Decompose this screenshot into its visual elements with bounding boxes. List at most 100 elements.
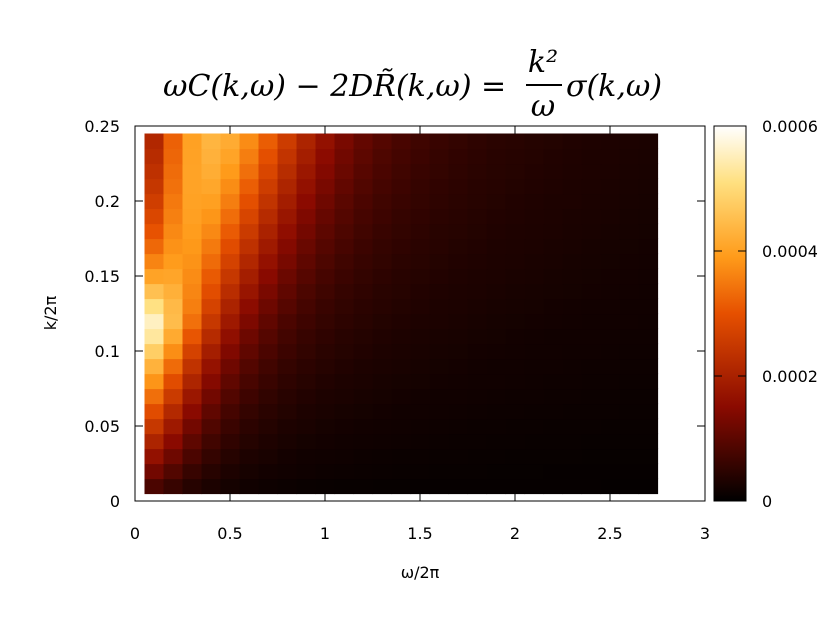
heatmap-cell (505, 208, 526, 225)
heatmap-cell (296, 388, 317, 405)
heatmap-cell (448, 163, 469, 180)
heatmap-cell (296, 148, 317, 165)
heatmap-cell (182, 463, 203, 480)
x-axis: 0 0.5 1 1.5 2 2.5 3 (130, 126, 710, 543)
heatmap-cell (524, 133, 545, 150)
heatmap-cell (391, 403, 412, 420)
heatmap-cell (562, 313, 583, 330)
heatmap-cell (467, 328, 488, 345)
heatmap-cell (638, 268, 659, 285)
x-tick-label: 2.5 (597, 524, 622, 543)
heatmap-cell (353, 223, 374, 240)
heatmap-cell (258, 163, 279, 180)
heatmap-cell (315, 238, 336, 255)
heatmap-cell (296, 268, 317, 285)
heatmap-cell (277, 403, 298, 420)
heatmap-cell (391, 358, 412, 375)
heatmap-cell (258, 478, 279, 495)
title-lhs: ωC(k,ω) − 2DR̃(k,ω) = (163, 69, 506, 104)
heatmap-cell (201, 268, 222, 285)
heatmap-cell (353, 193, 374, 210)
title-rhs: σ(k,ω) (566, 69, 662, 104)
heatmap-cell (201, 163, 222, 180)
heatmap-cell (581, 148, 602, 165)
heatmap-cell (467, 343, 488, 360)
heatmap-cell (372, 313, 393, 330)
heatmap-cell (410, 223, 431, 240)
heatmap-cell (486, 343, 507, 360)
heatmap-cell (505, 298, 526, 315)
heatmap-cell (486, 328, 507, 345)
heatmap-cell (505, 193, 526, 210)
heatmap-cell (524, 388, 545, 405)
heatmap-cell (163, 193, 184, 210)
heatmap-cell (201, 373, 222, 390)
heatmap-cell (638, 298, 659, 315)
heatmap-cell (467, 433, 488, 450)
heatmap-cell (258, 193, 279, 210)
heatmap-cell (296, 313, 317, 330)
heatmap-cell (448, 463, 469, 480)
heatmap-cell (619, 418, 640, 435)
heatmap-cell (543, 253, 564, 270)
heatmap-cell (239, 328, 260, 345)
x-tick-label: 0.5 (217, 524, 242, 543)
heatmap-cell (277, 283, 298, 300)
heatmap-cell (448, 133, 469, 150)
heatmap-cell (220, 433, 241, 450)
heatmap-cell (600, 343, 621, 360)
heatmap-cell (467, 358, 488, 375)
heatmap-cell (448, 223, 469, 240)
heatmap-cell (201, 418, 222, 435)
heatmap-cell (144, 253, 165, 270)
heatmap-cell (448, 448, 469, 465)
heatmap-cell (429, 448, 450, 465)
heatmap-cell (258, 238, 279, 255)
heatmap-cell (144, 463, 165, 480)
heatmap-cell (467, 463, 488, 480)
heatmap-cell (619, 313, 640, 330)
heatmap-cell (429, 313, 450, 330)
heatmap-cell (144, 193, 165, 210)
heatmap-cell (619, 238, 640, 255)
heatmap-cell (258, 133, 279, 150)
heatmap-cell (353, 358, 374, 375)
heatmap-cell (562, 403, 583, 420)
heatmap-cell (581, 448, 602, 465)
heatmap-cell (581, 178, 602, 195)
heatmap-cell (220, 418, 241, 435)
heatmap-cell (619, 343, 640, 360)
heatmap-cell (144, 163, 165, 180)
heatmap-cell (581, 358, 602, 375)
heatmap-cell (524, 313, 545, 330)
heatmap-cell (486, 298, 507, 315)
heatmap-cell (543, 283, 564, 300)
heatmap-cell (315, 478, 336, 495)
heatmap-cell (315, 298, 336, 315)
heatmap-cell (600, 268, 621, 285)
y-tick-label: 0.1 (95, 342, 120, 361)
heatmap-cell (353, 418, 374, 435)
heatmap-cell (239, 223, 260, 240)
heatmap-cell (258, 463, 279, 480)
heatmap-cell (220, 208, 241, 225)
heatmap-cell (258, 373, 279, 390)
heatmap-cell (619, 463, 640, 480)
heatmap-cell (239, 238, 260, 255)
heatmap-cell (619, 448, 640, 465)
heatmap-cell (562, 268, 583, 285)
heatmap-cell (467, 133, 488, 150)
heatmap-cell (144, 418, 165, 435)
heatmap-cell (524, 253, 545, 270)
heatmap-cell (448, 298, 469, 315)
heatmap-cell (543, 358, 564, 375)
heatmap-cell (391, 268, 412, 285)
heatmap-cell (524, 283, 545, 300)
heatmap-cell (410, 193, 431, 210)
heatmap-cell (334, 433, 355, 450)
heatmap-cell (258, 283, 279, 300)
heatmap-cell (410, 373, 431, 390)
heatmap-cell (562, 163, 583, 180)
heatmap-cell (201, 478, 222, 495)
heatmap-cell (600, 403, 621, 420)
